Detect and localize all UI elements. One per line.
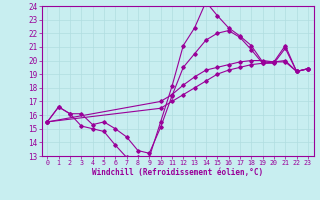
- X-axis label: Windchill (Refroidissement éolien,°C): Windchill (Refroidissement éolien,°C): [92, 168, 263, 177]
